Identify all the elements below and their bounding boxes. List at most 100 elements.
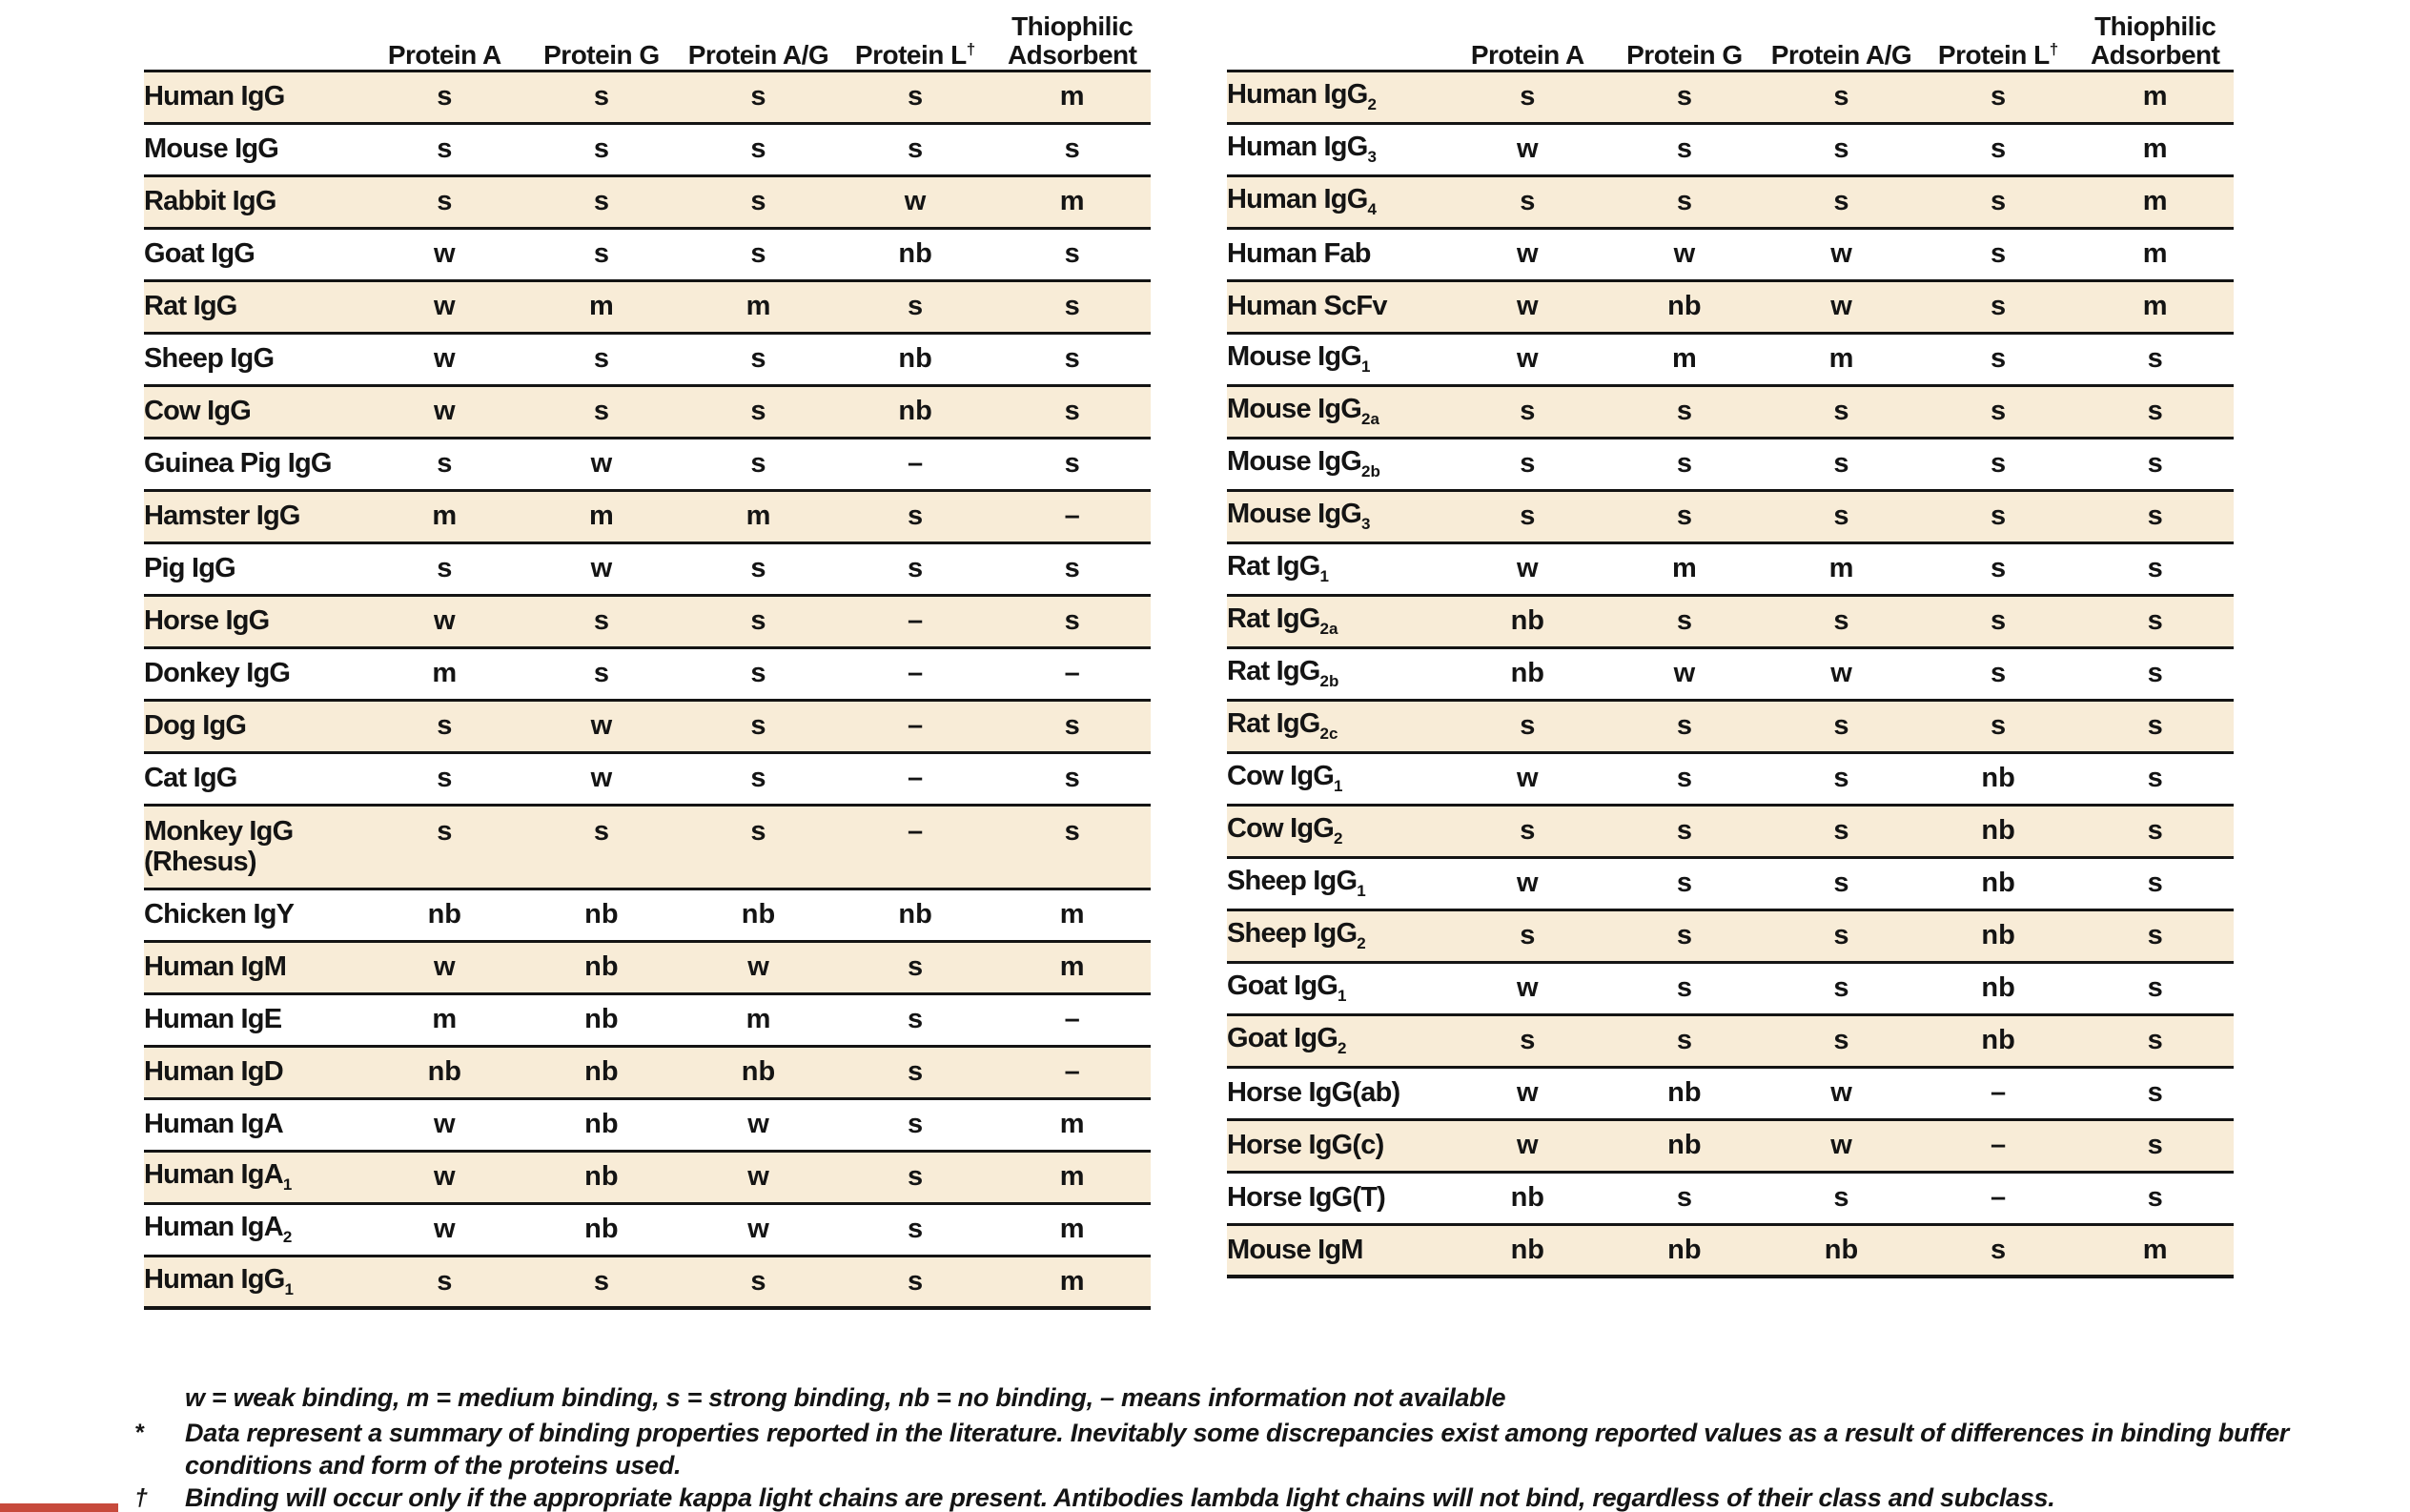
binding-value: w [747,1214,769,1244]
binding-value: s [593,186,609,216]
binding-value: nb [1981,972,2015,1003]
binding-value: s [1991,396,2007,426]
binding-value: s [908,1161,924,1192]
binding-value: w [434,291,456,321]
table-row: Horse IgG(ab) w nb w – s [1227,1067,2234,1119]
table-row: Dog IgG s w s – s [144,700,1151,752]
binding-value: nb [741,899,776,930]
binding-value: w [1517,868,1539,898]
footnote-asterisk: * Data represent a summary of binding pr… [134,1417,2327,1481]
binding-value: s [750,133,766,164]
binding-value: w [1517,291,1539,321]
binding-value: s [437,81,453,112]
binding-value: s [1676,972,1692,1003]
binding-value: s [1064,710,1080,741]
binding-value: s [1676,605,1692,636]
binding-value: nb [1667,1130,1702,1160]
binding-value: s [1833,501,1849,531]
row-label: Human Fab [1227,238,1372,270]
footnote-dagger-marker: † [134,1484,148,1511]
row-label: Mouse IgG2a [1227,394,1379,429]
binding-value: – [1064,1056,1080,1087]
row-label: Human IgD [144,1056,284,1088]
row-label: Rat IgG2b [1227,656,1339,691]
row-label: Goat IgG1 [1227,971,1347,1006]
binding-value: s [750,186,766,216]
row-label: Horse IgG(c) [1227,1130,1384,1161]
binding-value: m [1059,81,1085,112]
binding-value: s [1833,815,1849,846]
binding-value: – [1991,1077,2007,1108]
binding-value: m [588,501,614,531]
binding-value: m [1059,1265,1085,1297]
binding-value: m [1059,951,1085,982]
binding-value: s [1676,501,1692,531]
binding-value: – [1064,1004,1080,1034]
binding-legend: w = weak binding, m = medium binding, s … [185,1383,1506,1412]
row-label: Mouse IgG2b [1227,446,1380,481]
row-label: Human IgM [144,951,287,983]
table-row: Human IgE m nb m s – [144,993,1151,1046]
row-label: Mouse IgG1 [1227,341,1371,377]
binding-value: nb [1667,1077,1702,1108]
binding-value: nb [898,396,932,426]
table-row: Cow IgG1 w s s nb s [1227,752,2234,805]
binding-value: m [1059,1214,1085,1244]
binding-value: m [1059,899,1085,930]
binding-value: w [1673,658,1696,688]
table-row: Human IgA2 w nb w s m [144,1203,1151,1256]
binding-table-right: Protein A Protein G Protein A/G Protein L† T… [1227,8,2234,1278]
table-row: Rat IgG2b nb w w s s [1227,647,2234,700]
row-label: Cow IgG [144,396,252,427]
binding-value: m [2142,133,2168,164]
binding-value: m [432,1004,458,1034]
binding-value: m [1671,553,1697,583]
binding-value: s [2147,658,2163,688]
binding-value: s [1991,501,2007,531]
row-label: Horse IgG(T) [1227,1182,1386,1214]
binding-value: s [750,605,766,636]
binding-value: nb [1510,1182,1545,1213]
binding-value: s [593,605,609,636]
table-row: Human IgG s s s s m [144,71,1151,123]
binding-value: w [1517,343,1539,374]
binding-value: s [2147,763,2163,793]
table-row: Human IgG3 w s s s m [1227,123,2234,175]
binding-value: s [1676,396,1692,426]
binding-value: s [1833,133,1849,164]
binding-value: nb [1667,1234,1702,1265]
row-label: Cow IgG1 [1227,761,1343,796]
row-label: Dog IgG [144,710,247,742]
row-label: Mouse IgG3 [1227,499,1371,534]
row-label: Horse IgG(ab) [1227,1077,1400,1109]
binding-value: w [434,605,456,636]
footnote-dagger-text: Binding will occur only if the appropria… [185,1483,2055,1512]
binding-value: s [2147,605,2163,636]
column-header: Protein L† [854,39,976,70]
binding-value: s [750,238,766,269]
binding-value: s [593,658,609,688]
binding-value: w [434,1109,456,1139]
binding-value: s [1833,186,1849,216]
binding-value: s [2147,972,2163,1003]
binding-value: s [1833,763,1849,793]
binding-value: nb [584,1056,619,1087]
binding-value: m [1828,343,1854,374]
binding-value: s [437,133,453,164]
table-row: Cat IgG s w s – s [144,752,1151,805]
binding-value: s [2147,448,2163,479]
row-label: Chicken IgY [144,899,295,930]
binding-value: s [1064,605,1080,636]
binding-value: w [1673,238,1696,269]
table-row: Human Fab w w w s m [1227,228,2234,280]
binding-value: s [1064,396,1080,426]
binding-value: s [437,815,453,847]
binding-value: s [750,396,766,426]
binding-value: w [1830,238,1852,269]
binding-value: s [1520,1025,1536,1055]
binding-value: w [1830,1077,1852,1108]
binding-value: s [1676,815,1692,846]
binding-value: – [908,763,924,793]
binding-value: s [1520,501,1536,531]
binding-value: m [745,1004,771,1034]
